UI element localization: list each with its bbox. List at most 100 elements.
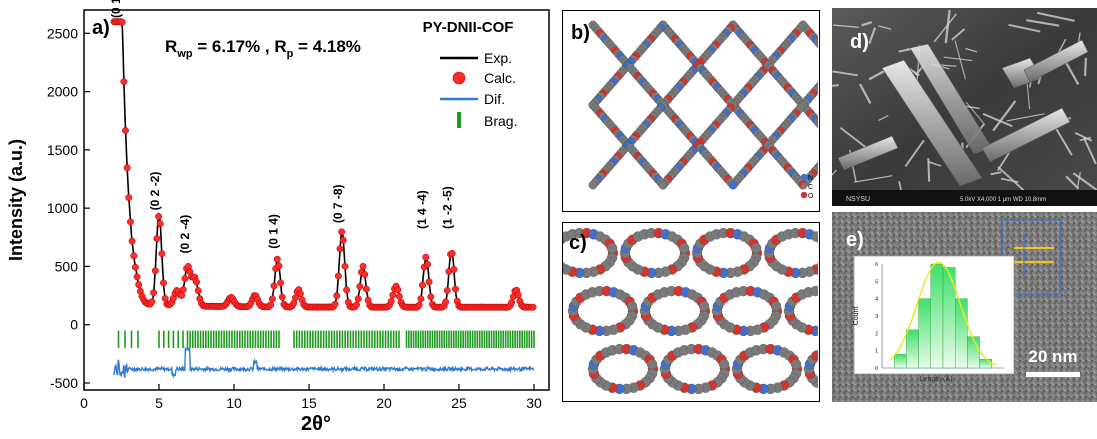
calc-point: [449, 250, 455, 256]
histogram-bar: [919, 299, 931, 368]
exp-series-line: [114, 20, 534, 309]
calc-point: [132, 264, 138, 270]
histogram-xlabel: Length (Å): [920, 374, 953, 383]
calc-point: [339, 229, 345, 235]
calc-point: [363, 286, 369, 292]
x-tick-label: 20: [376, 395, 392, 411]
calc-point: [179, 292, 185, 298]
y-tick-label: 500: [55, 258, 79, 274]
calc-point: [343, 287, 349, 293]
calc-point: [332, 301, 338, 307]
legend-calc-swatch: [453, 72, 465, 84]
atom-legend-n-dot: [801, 174, 807, 180]
x-tick-label: 5: [155, 395, 163, 411]
framework-top-view-image: b) N C O: [563, 11, 818, 210]
peak-label: (0 2 -2): [148, 172, 162, 211]
calc-point: [360, 263, 366, 269]
fit-annotation: Rwp = 6.17% , Rp = 4.18%: [165, 37, 361, 60]
histogram-ytick: 5: [875, 279, 878, 285]
panel-c: c): [562, 222, 820, 402]
calc-point: [340, 237, 346, 243]
calc-point: [149, 299, 155, 305]
histogram-ylabel: Count: [853, 307, 860, 326]
x-tick-label: 10: [226, 395, 242, 411]
sem-footer-left: NSYSU: [846, 196, 870, 203]
calc-point: [160, 280, 166, 286]
calc-point: [269, 296, 275, 302]
peak-label: (1 4 -4): [415, 190, 429, 229]
bragg-markers: [119, 331, 535, 348]
y-tick-label: -500: [50, 375, 78, 391]
histogram-bar: [906, 330, 918, 368]
calc-point: [277, 280, 283, 286]
framework-perspective-image: c): [563, 223, 818, 400]
calc-point: [342, 263, 348, 269]
legend: Exp. Calc. Dif. Brag.: [440, 50, 517, 129]
x-tick-label: 25: [451, 395, 467, 411]
calc-point: [337, 246, 343, 252]
calc-point: [193, 279, 199, 285]
histogram-ytick: 0: [875, 366, 878, 372]
histogram-ytick: 4: [875, 297, 878, 303]
histogram-ytick: 3: [875, 314, 878, 320]
calc-point: [271, 283, 277, 289]
calc-point: [395, 287, 401, 293]
calc-point: [121, 78, 127, 84]
calc-point: [416, 302, 422, 308]
calc-point: [355, 296, 361, 302]
atom-legend-o-dot: [801, 192, 807, 198]
panel-a-label: a): [92, 17, 110, 39]
calc-point: [419, 282, 425, 288]
calc-point: [396, 293, 402, 299]
calc-point: [119, 19, 125, 25]
calc-point: [136, 282, 142, 288]
calc-point: [274, 256, 280, 262]
calc-point: [131, 253, 137, 259]
x-tick-label: 30: [526, 395, 542, 411]
calc-point: [182, 275, 188, 281]
histogram-bar: [980, 359, 992, 368]
diamond-lattice: [589, 21, 818, 189]
calc-point: [335, 273, 341, 279]
y-tick-label: 1000: [47, 200, 78, 216]
y-axis-label: Intensity (a.u.): [6, 139, 26, 261]
histogram-ytick: 1: [875, 349, 878, 355]
calc-point: [195, 287, 201, 293]
panel-b: b) N C O: [562, 10, 820, 212]
calc-point: [297, 290, 303, 296]
calc-point: [423, 254, 429, 260]
chart-title: PY-DNII-COF: [423, 19, 514, 36]
panel-b-label: b): [571, 22, 590, 44]
calc-point: [451, 266, 457, 272]
calc-point: [388, 298, 394, 304]
tem-scale-label: 20 nm: [1028, 347, 1077, 366]
calc-point: [390, 292, 396, 298]
calc-point: [442, 299, 448, 305]
calc-point: [353, 302, 359, 308]
calc-point: [279, 294, 285, 300]
y-tick-label: 2000: [47, 84, 78, 100]
calc-point: [357, 283, 363, 289]
calc-point: [418, 296, 424, 302]
calc-point: [515, 292, 521, 298]
panel-e-label: e): [846, 229, 864, 251]
sem-footer-right: 5.0kV X4,000 1 μm WD 10.8mm: [960, 197, 1046, 203]
calc-point: [126, 194, 132, 200]
y-tick-label: 1500: [47, 142, 78, 158]
calc-point: [334, 293, 340, 299]
legend-dif-label: Dif.: [484, 91, 505, 107]
calc-point: [424, 261, 430, 267]
legend-calc-label: Calc.: [484, 70, 516, 86]
calc-point: [154, 235, 160, 241]
calc-point: [276, 263, 282, 269]
calc-point: [152, 268, 158, 274]
calc-point: [428, 294, 434, 300]
calc-point: [127, 219, 133, 225]
tem-scale-bar: [1026, 372, 1080, 377]
